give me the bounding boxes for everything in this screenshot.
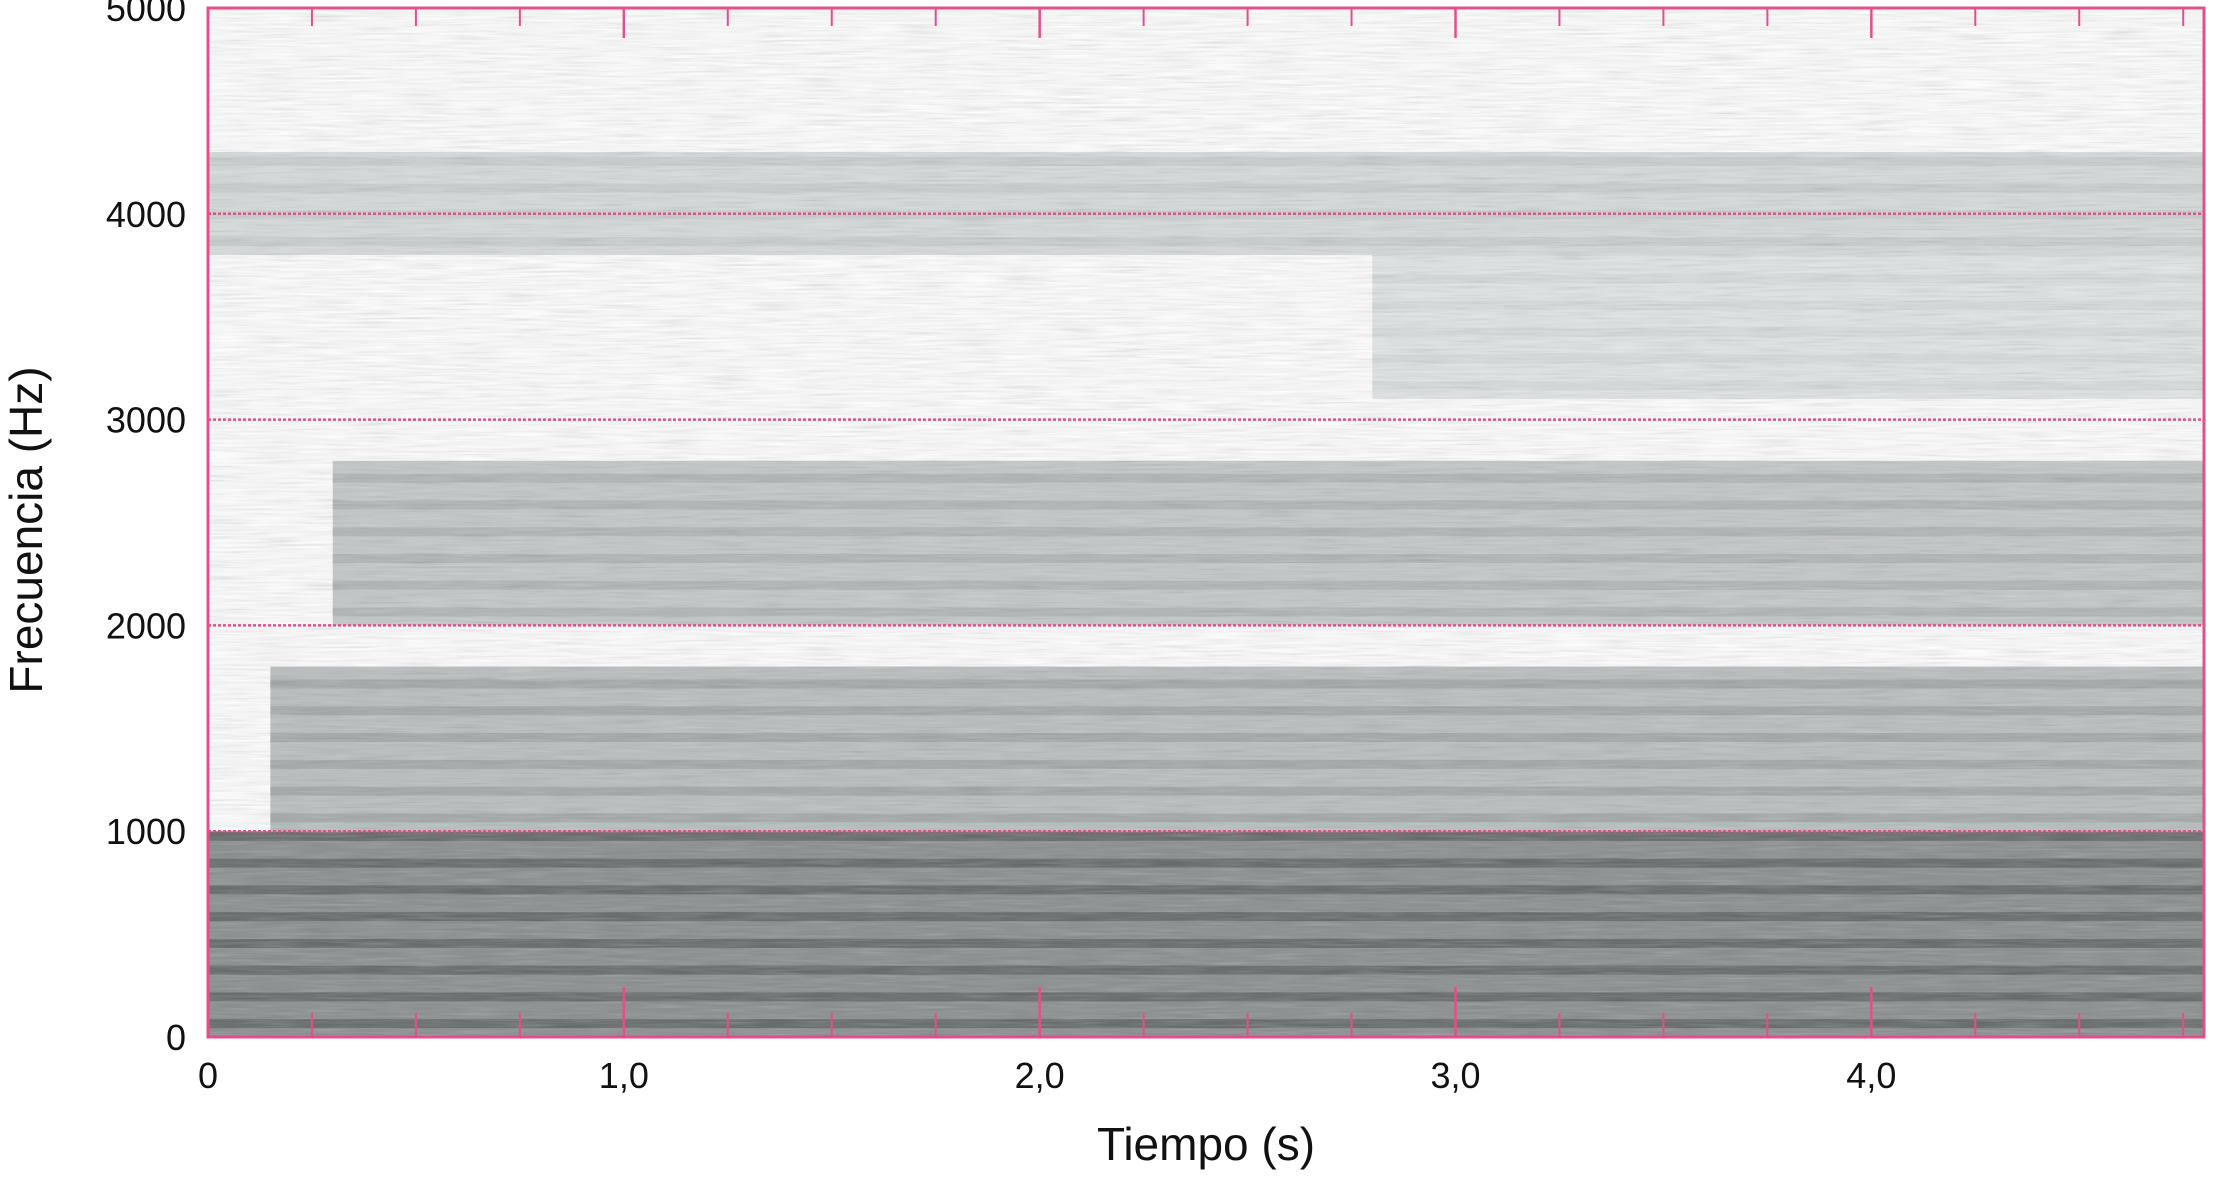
x-tick-labels: 0 1,0 2,0 3,0 4,0 (198, 1055, 1896, 1096)
y-tick-label-5000: 5000 (106, 0, 186, 29)
y-tick-labels: 0 1000 2000 3000 4000 5000 (106, 0, 186, 1058)
x-tick-label-4: 4,0 (1846, 1055, 1896, 1096)
tick-marks (310, 8, 2185, 1037)
x-tick-label-2: 2,0 (1015, 1055, 1065, 1096)
y-tick-label-2000: 2000 (106, 605, 186, 646)
x-tick-label-3: 3,0 (1430, 1055, 1480, 1096)
x-tick-label-0: 0 (198, 1055, 218, 1096)
texture-overlay (208, 8, 2204, 1037)
y-axis-title: Frecuencia (Hz) (0, 366, 52, 693)
x-tick-label-1: 1,0 (599, 1055, 649, 1096)
y-tick-label-3000: 3000 (106, 400, 186, 441)
y-tick-label-4000: 4000 (106, 194, 186, 235)
x-axis-title: Tiempo (s) (1097, 1118, 1315, 1170)
y-tick-label-0: 0 (166, 1017, 186, 1058)
plot-frame (206, 6, 2206, 1039)
y-tick-label-1000: 1000 (106, 811, 186, 852)
